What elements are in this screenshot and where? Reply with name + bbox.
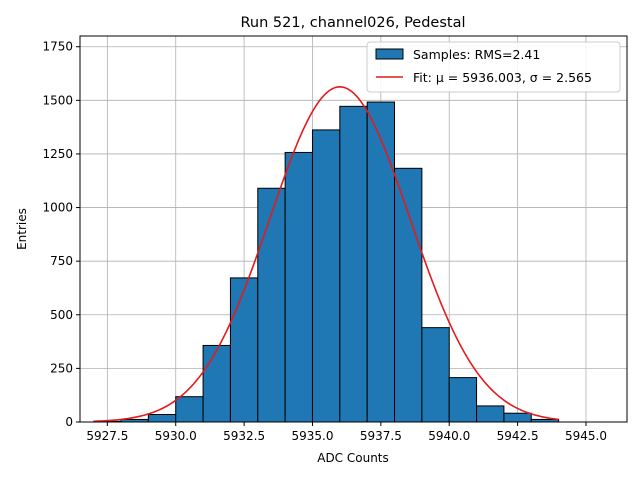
histogram-bar (503, 412, 532, 423)
y-tick-label: 0 (65, 415, 73, 429)
legend-label-histogram: Samples: RMS=2.41 (413, 47, 540, 62)
histogram-bars (93, 101, 560, 423)
x-tick-label: 5932.5 (223, 429, 265, 443)
histogram-bar (311, 129, 341, 423)
y-axis-ticks: 0 250 500 750 1000 1250 1500 1750 (42, 40, 80, 429)
legend-swatch-histogram (375, 48, 404, 60)
x-tick-label: 5927.5 (86, 429, 128, 443)
y-axis-label: Entries (15, 208, 29, 250)
legend-box (366, 41, 621, 93)
histogram-bar (229, 277, 259, 423)
fit-curve (93, 86, 559, 423)
x-axis-ticks: 5927.5 5930.0 5932.5 5935.0 5937.5 5940.0 5942… (86, 422, 607, 443)
x-tick-label: 5937.5 (360, 429, 402, 443)
histogram-bar (202, 344, 231, 423)
y-tick-label: 1250 (42, 147, 73, 161)
histogram-bar (448, 377, 478, 423)
y-tick-label: 1750 (42, 40, 73, 54)
chart-title: Run 521, channel026, Pedestal (240, 15, 465, 31)
histogram-bar (366, 101, 396, 423)
histogram-bar (284, 151, 313, 423)
x-tick-label: 5935.0 (291, 429, 333, 443)
histogram-bar (394, 167, 423, 423)
histogram-bar (339, 105, 368, 423)
x-tick-label: 5945.0 (565, 429, 607, 443)
histogram-bar (476, 405, 505, 423)
y-tick-label: 500 (50, 308, 73, 322)
x-tick-label: 5940.0 (428, 429, 470, 443)
legend-label-fit: Fit: μ = 5936.003, σ = 2.565 (413, 70, 592, 85)
y-tick-label: 1500 (42, 93, 73, 107)
legend: Samples: RMS=2.41 Fit: μ = 5936.003, σ =… (366, 41, 621, 93)
x-tick-label: 5942.5 (497, 429, 539, 443)
x-axis-label: ADC Counts (317, 451, 389, 465)
y-tick-label: 250 (50, 361, 73, 375)
histogram-bar (175, 396, 204, 423)
y-tick-label: 1000 (42, 201, 73, 215)
y-tick-label: 750 (50, 254, 73, 268)
histogram-bar (257, 187, 286, 423)
plot-frame (79, 35, 628, 423)
histogram-bar (421, 327, 450, 423)
histogram-bar (147, 413, 177, 423)
x-tick-label: 5930.0 (155, 429, 197, 443)
